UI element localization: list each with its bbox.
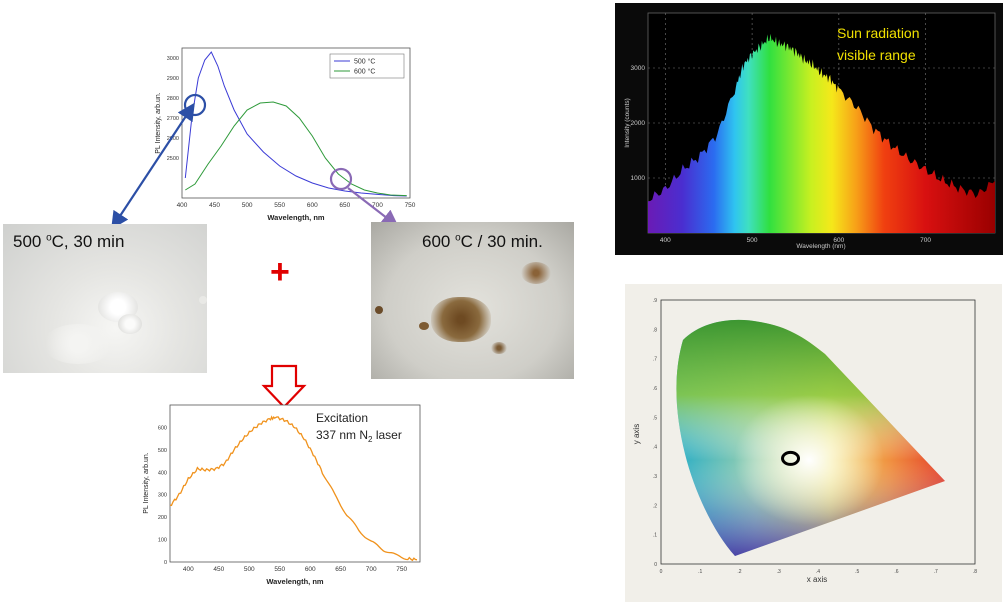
label-600-degree: o xyxy=(455,232,461,244)
bot-ytick-label: 500 xyxy=(158,448,167,454)
cie-ytick-label: .6 xyxy=(653,386,657,392)
plus-sign: + xyxy=(270,253,290,291)
cie-xtick-label: 0 xyxy=(660,569,663,575)
cie-ytick-label: .8 xyxy=(653,327,657,333)
sun-xtick-label: 500 xyxy=(747,237,758,244)
bot-xtick-label: 500 xyxy=(244,566,255,573)
photo-500c-label: 500 oC, 30 min xyxy=(13,232,124,252)
cie-xtick-label: .8 xyxy=(973,569,977,575)
cie-xlabel: x axis xyxy=(807,575,827,584)
label-600-rest: C / 30 min. xyxy=(460,232,543,251)
sun-ytick-label: 1000 xyxy=(631,175,646,182)
laser-label: 337 nm N2 laser xyxy=(316,428,402,444)
legend-500: 500 °C xyxy=(354,58,375,66)
cie-ytick-label: .9 xyxy=(653,298,657,304)
sun-title-line2: visible range xyxy=(837,47,916,63)
cie-ytick-label: .5 xyxy=(653,415,657,421)
bottom-series-line xyxy=(169,415,418,562)
top-ytick-label: 2900 xyxy=(167,76,179,82)
sun-xtick-label: 700 xyxy=(920,237,931,244)
cie-xtick-label: .4 xyxy=(816,569,820,575)
top-xtick-label: 550 xyxy=(274,202,285,209)
cie-xtick-label: .7 xyxy=(934,569,938,575)
cie-xtick-label: .1 xyxy=(698,569,702,575)
top-series-line-0 xyxy=(184,51,407,197)
sun-ylabel: Intensity (counts) xyxy=(624,98,631,148)
pl-chart-top-legend: 500 °C 600 °C xyxy=(329,53,405,79)
cie-frame xyxy=(660,299,976,565)
bot-ytick-label: 100 xyxy=(158,538,167,544)
cie-marker-circle xyxy=(781,450,801,466)
label-500-temp: 500 xyxy=(13,232,47,251)
cie-ytick-label: .2 xyxy=(653,503,657,509)
label-500-rest: C, 30 min xyxy=(51,232,125,251)
bot-xtick-label: 600 xyxy=(305,566,316,573)
label-500-degree: o xyxy=(46,232,52,244)
top-xtick-label: 600 xyxy=(307,202,318,209)
cie-xtick-label: .3 xyxy=(777,569,781,575)
photo-500c xyxy=(3,224,207,373)
pl-chart-bottom-xlabel: Wavelength, nm xyxy=(266,577,324,586)
sun-ytick-label: 2000 xyxy=(631,120,646,127)
sun-spectrum-area xyxy=(648,33,995,234)
purple-highlight-circle xyxy=(329,167,353,191)
sun-title-line1: Sun radiation xyxy=(837,25,920,41)
label-600-temp: 600 xyxy=(422,232,456,251)
top-xtick-label: 500 xyxy=(242,202,253,209)
top-ytick-label: 3000 xyxy=(167,56,179,62)
cie-ytick-label: .1 xyxy=(653,533,657,539)
sun-xtick-label: 600 xyxy=(833,237,844,244)
bot-ytick-label: 400 xyxy=(158,470,167,476)
top-xtick-label: 700 xyxy=(372,202,383,209)
top-series-line-1 xyxy=(185,101,407,197)
cie-ytick-label: 0 xyxy=(654,562,657,568)
cie-chart: 0 .1 .2 .3 .4 .5 .6 .7 .8 0 .1 .2 .3 .4 .5 .6 .7 .8 .9 x a… xyxy=(625,284,1002,602)
top-xtick-label: 750 xyxy=(405,202,416,209)
sun-xtick-label: 400 xyxy=(660,237,671,244)
cie-ytick-label: .7 xyxy=(653,357,657,363)
bot-xtick-label: 750 xyxy=(396,566,407,573)
bot-xtick-label: 550 xyxy=(274,566,285,573)
cie-xtick-label: .6 xyxy=(894,569,898,575)
down-arrow-icon xyxy=(261,364,307,409)
top-ytick-label: 2800 xyxy=(167,96,179,102)
blue-arrow xyxy=(111,102,195,230)
sun-spectrum-chart: 1000 2000 3000 400 500 600 700 Sun radiation v… xyxy=(615,3,1003,255)
top-xtick-label: 450 xyxy=(209,202,220,209)
bot-ytick-label: 300 xyxy=(158,493,167,499)
sun-xlabel: Wavelength (nm) xyxy=(796,243,845,250)
pl-chart-bottom-ylabel: PL Intensity, arb.un. xyxy=(143,452,150,514)
top-xtick-label: 650 xyxy=(339,202,350,209)
cie-xtick-label: .5 xyxy=(855,569,859,575)
excitation-label: Excitation xyxy=(316,411,368,425)
bot-xtick-label: 450 xyxy=(213,566,224,573)
pl-chart-bottom: 0 100 200 300 400 500 600 400 450 500 550 600 650 70… xyxy=(143,404,421,586)
sun-ytick-label: 3000 xyxy=(631,65,646,72)
photo-600c-label: 600 oC / 30 min. xyxy=(422,232,543,252)
legend-600: 600 °C xyxy=(354,68,375,76)
cie-ytick-label: .3 xyxy=(653,474,657,480)
pl-chart-top-xlabel: Wavelength, nm xyxy=(267,213,325,222)
pl-chart-bottom-frame xyxy=(169,404,421,563)
purple-arrow xyxy=(347,187,399,228)
cie-ylabel: y axis xyxy=(632,424,641,444)
bot-ytick-label: 200 xyxy=(158,515,167,521)
cie-xtick-label: .2 xyxy=(737,569,741,575)
bot-ytick-label: 600 xyxy=(158,425,167,431)
bot-xtick-label: 650 xyxy=(335,566,346,573)
bot-xtick-label: 400 xyxy=(183,566,194,573)
photo-600c xyxy=(371,222,574,379)
bot-xtick-label: 700 xyxy=(366,566,377,573)
bot-ytick-label: 0 xyxy=(164,560,167,566)
cie-ytick-label: .4 xyxy=(653,445,657,451)
